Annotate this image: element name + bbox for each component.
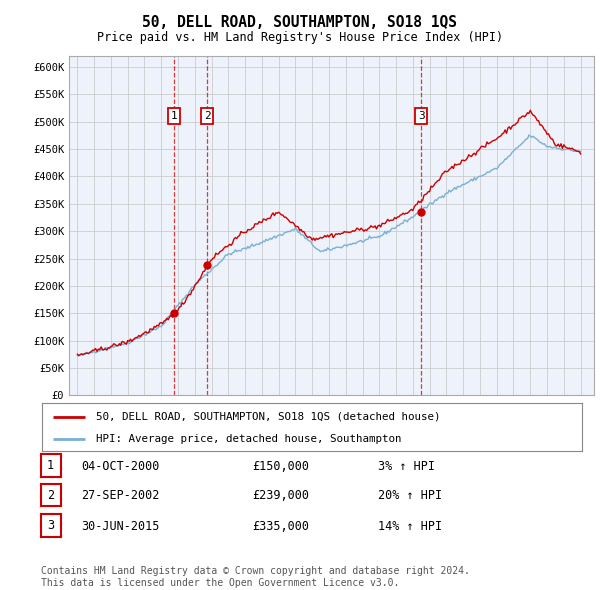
Text: 30-JUN-2015: 30-JUN-2015 <box>81 520 160 533</box>
Text: 1: 1 <box>47 459 54 472</box>
Text: HPI: Average price, detached house, Southampton: HPI: Average price, detached house, Sout… <box>96 434 401 444</box>
Text: £239,000: £239,000 <box>252 489 309 502</box>
Text: £150,000: £150,000 <box>252 460 309 473</box>
Text: 27-SEP-2002: 27-SEP-2002 <box>81 489 160 502</box>
Text: 2: 2 <box>204 112 211 121</box>
Text: 04-OCT-2000: 04-OCT-2000 <box>81 460 160 473</box>
Text: 3: 3 <box>47 519 54 532</box>
Text: 50, DELL ROAD, SOUTHAMPTON, SO18 1QS: 50, DELL ROAD, SOUTHAMPTON, SO18 1QS <box>143 15 458 30</box>
Text: £335,000: £335,000 <box>252 520 309 533</box>
Text: 50, DELL ROAD, SOUTHAMPTON, SO18 1QS (detached house): 50, DELL ROAD, SOUTHAMPTON, SO18 1QS (de… <box>96 411 440 421</box>
Text: Contains HM Land Registry data © Crown copyright and database right 2024.
This d: Contains HM Land Registry data © Crown c… <box>41 566 470 588</box>
Text: 3: 3 <box>418 112 425 121</box>
Text: 14% ↑ HPI: 14% ↑ HPI <box>378 520 442 533</box>
Text: 20% ↑ HPI: 20% ↑ HPI <box>378 489 442 502</box>
Text: 3% ↑ HPI: 3% ↑ HPI <box>378 460 435 473</box>
Text: 1: 1 <box>170 112 177 121</box>
Text: Price paid vs. HM Land Registry's House Price Index (HPI): Price paid vs. HM Land Registry's House … <box>97 31 503 44</box>
Text: 2: 2 <box>47 489 54 502</box>
